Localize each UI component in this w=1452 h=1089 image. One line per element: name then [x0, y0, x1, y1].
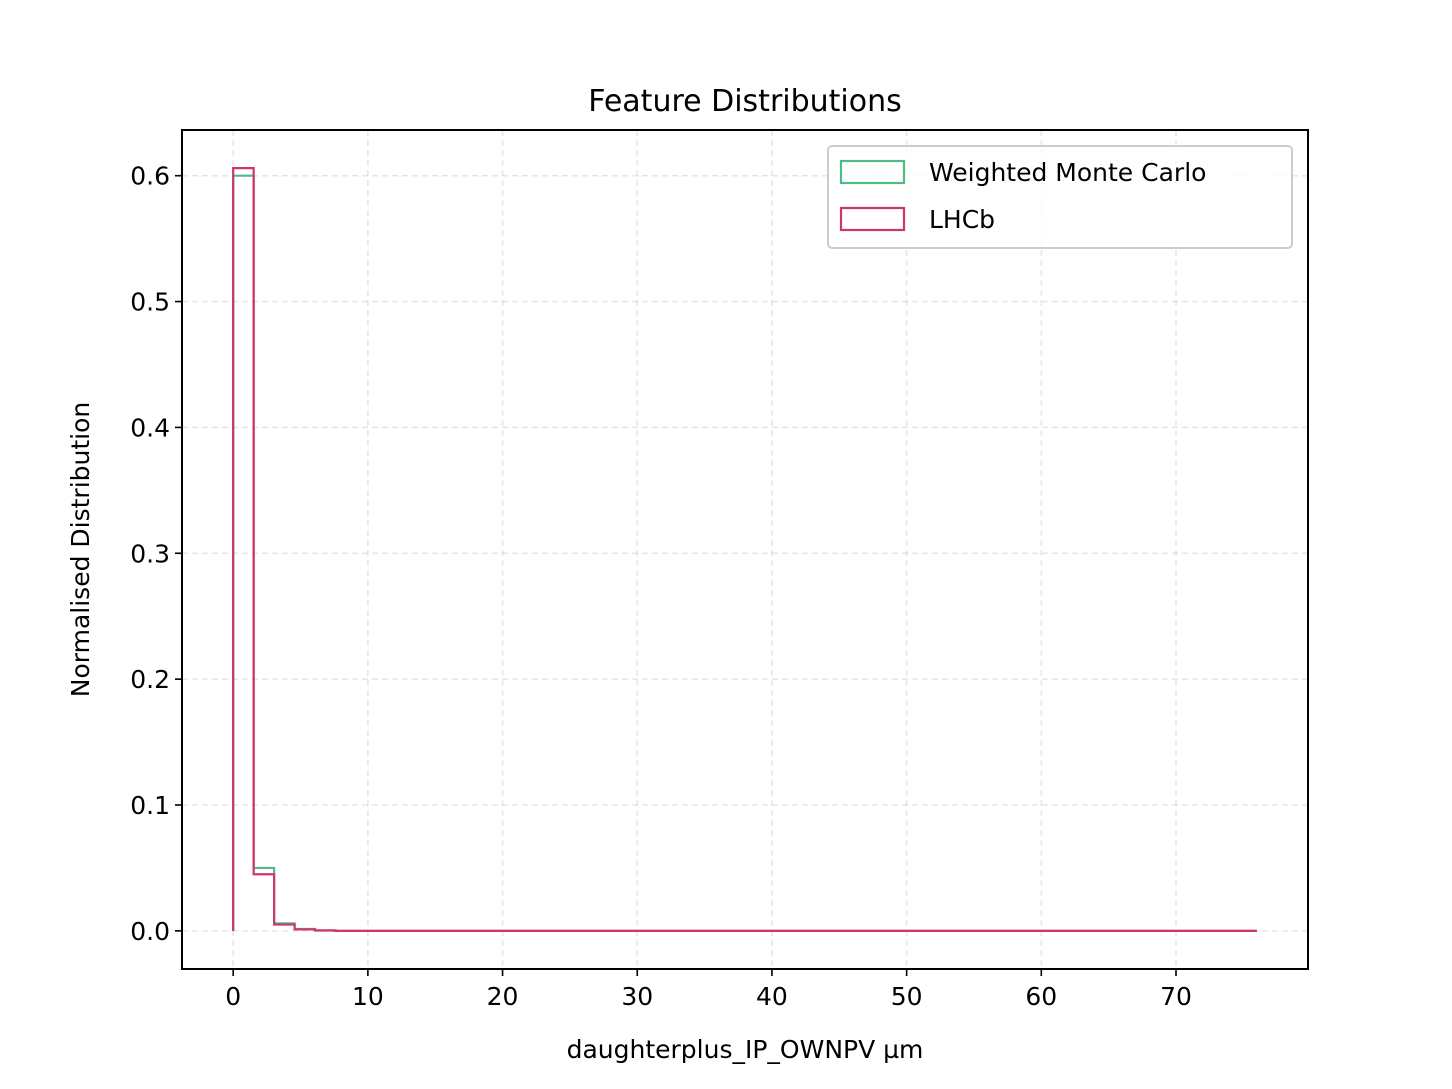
x-tick-label: 70	[1160, 982, 1192, 1011]
x-tick-label: 40	[756, 982, 788, 1011]
y-tick-label: 0.3	[130, 539, 170, 568]
y-tick-label: 0.4	[130, 413, 170, 442]
legend-swatch	[839, 206, 906, 232]
chart-title: Feature Distributions	[588, 84, 902, 119]
plot-frame	[181, 129, 1309, 970]
x-axis-title: daughterplus_IP_OWNPV µm	[567, 1035, 924, 1064]
x-tick-label: 20	[487, 982, 519, 1011]
x-tick-label: 60	[1025, 982, 1057, 1011]
legend-swatch	[839, 159, 906, 185]
histogram-series-lhcb	[232, 167, 1257, 932]
x-tick-label: 30	[621, 982, 653, 1011]
x-tick-label: 10	[352, 982, 384, 1011]
x-tick-label: 0	[225, 982, 241, 1011]
y-tick-label: 0.2	[130, 665, 170, 694]
y-tick-label: 0.1	[130, 791, 170, 820]
legend-label: Weighted Monte Carlo	[929, 158, 1206, 187]
y-axis-title: Normalised Distribution	[66, 402, 95, 697]
axes: 0 10 20 30 40 50 60 70 0.0 0.1 0.2 0.3 0.4 0.5 0.6	[130, 162, 1192, 1011]
y-tick-label: 0.0	[130, 917, 170, 946]
legend-label: LHCb	[929, 205, 995, 234]
series-layer	[232, 167, 1257, 932]
legend: Weighted Monte Carlo LHCb	[827, 145, 1293, 249]
y-tick-label: 0.6	[130, 162, 170, 191]
y-tick-label: 0.5	[130, 288, 170, 317]
x-tick-label: 50	[891, 982, 923, 1011]
legend-box	[827, 145, 1293, 249]
